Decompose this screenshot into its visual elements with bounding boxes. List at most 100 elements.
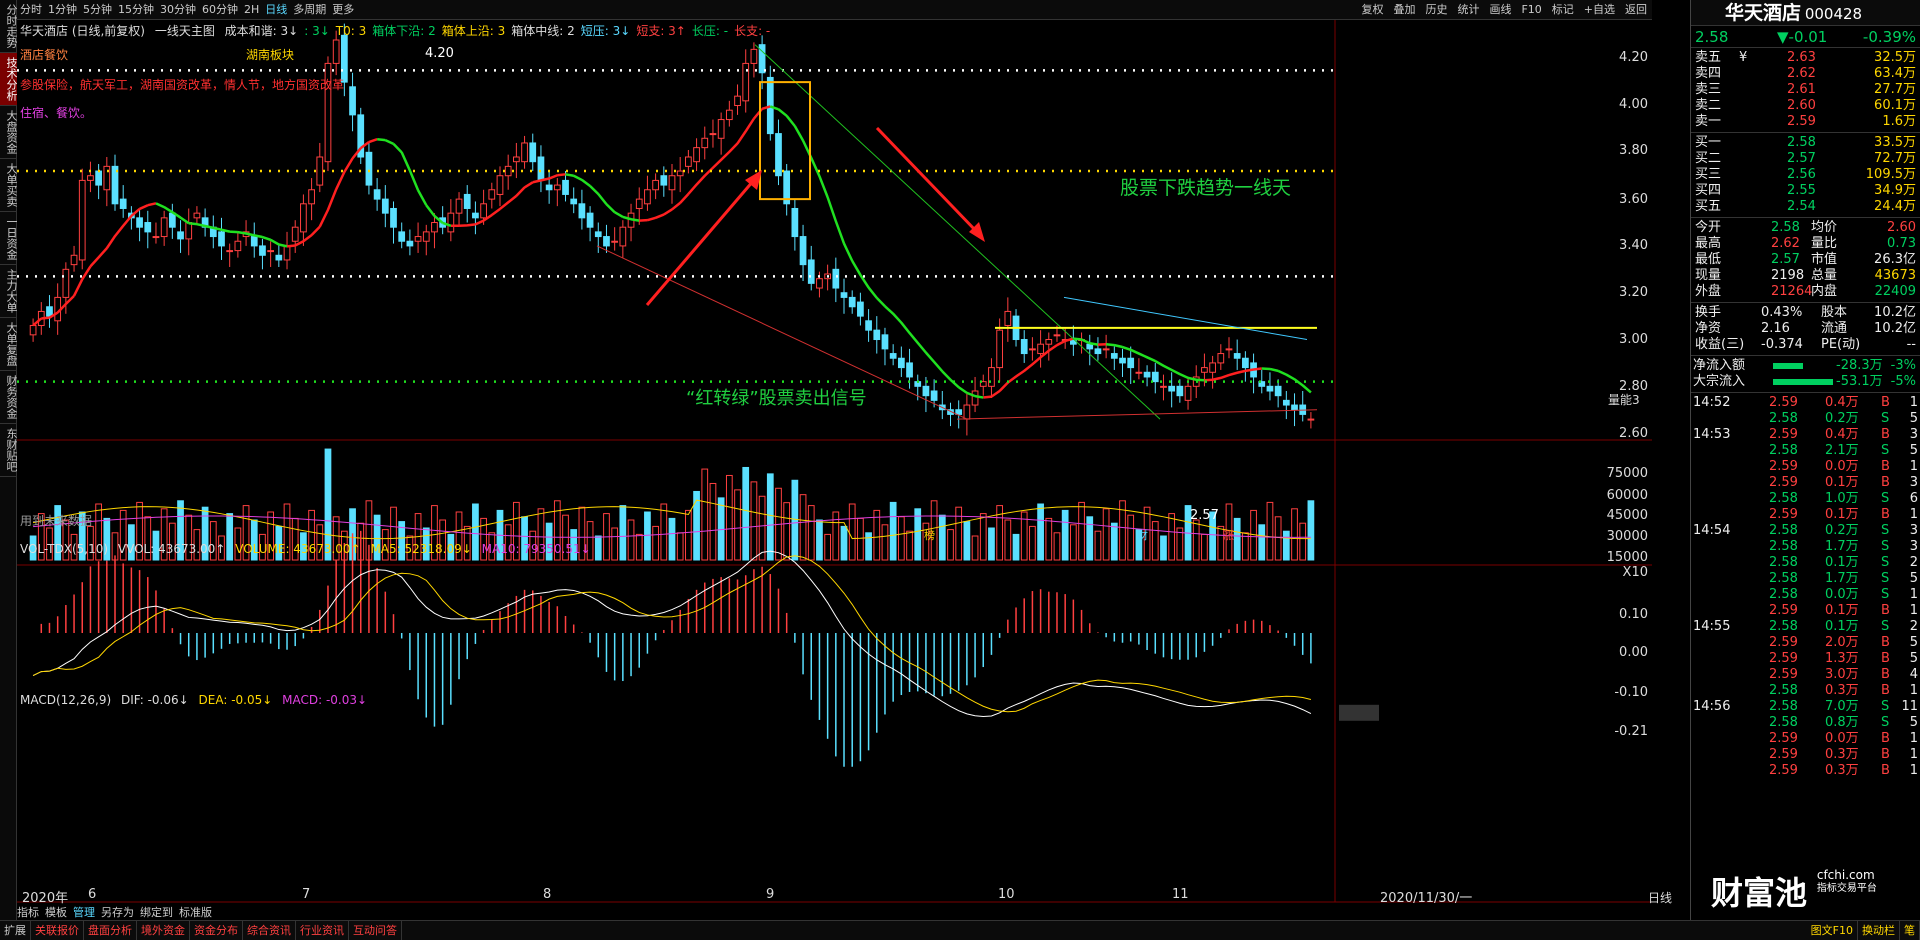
rail-item-4[interactable]: 一日资金: [0, 212, 18, 265]
top-action-5[interactable]: F10: [1521, 3, 1542, 16]
ask-row: 卖一 2.59 1.6万: [1691, 114, 1920, 130]
period-tab-1[interactable]: 1分钟: [48, 3, 77, 16]
period-tab-5[interactable]: 60分钟: [202, 3, 238, 16]
ma-line-down: [155, 105, 1312, 399]
tick-row: 2.58 1.7万 S 3: [1691, 539, 1920, 555]
rail-item-1[interactable]: 技术分析: [0, 53, 18, 106]
top-action-3[interactable]: 统计: [1457, 3, 1480, 16]
arrow-signal-head: [745, 170, 762, 190]
rail-item-5[interactable]: 主力大单: [0, 265, 18, 318]
candle-body: [316, 156, 324, 186]
tick-count: 1: [1909, 731, 1918, 746]
tool-5[interactable]: 标准版: [179, 906, 212, 919]
bottom-tab-0[interactable]: 扩展: [0, 921, 31, 940]
bottom-right-1[interactable]: 换动栏: [1858, 921, 1900, 940]
volume-bar: [644, 511, 651, 561]
volume-bar: [62, 519, 70, 561]
bottom-tab-1[interactable]: 关联报价: [31, 921, 84, 940]
candle-body: [1020, 339, 1028, 355]
tick-price: 2.58: [1769, 555, 1798, 570]
indicator-name[interactable]: 一线天主图: [154, 24, 215, 38]
tick-volume: 0.1万: [1825, 475, 1859, 490]
tick-count: 1: [1909, 603, 1918, 618]
tick-list[interactable]: 14:52 2.59 0.4万 B 1 2.58 0.2万 S 5 14:53 2.59 0.4万 B 3…: [1691, 393, 1920, 781]
period-tab-4[interactable]: 30分钟: [160, 3, 196, 16]
tool-4[interactable]: 绑定到: [140, 906, 173, 919]
rail-item-7[interactable]: 财务资金: [0, 371, 18, 424]
volume-bar: [218, 535, 225, 561]
bid-volume: 24.4万: [1874, 199, 1916, 214]
period-tab-6[interactable]: 2H: [244, 3, 260, 16]
tick-volume: 1.7万: [1825, 571, 1859, 586]
candle-body: [259, 245, 266, 256]
candle-body: [1004, 310, 1012, 326]
bottom-tab-3[interactable]: 境外资金: [137, 921, 190, 940]
rail-item-6[interactable]: 大单复盘: [0, 318, 18, 371]
legend-item-0: 成本和谐: 3↓: [224, 24, 299, 38]
rail-item-0[interactable]: 分时走势: [0, 0, 18, 53]
candle-body: [652, 179, 659, 191]
candle-body: [955, 409, 963, 415]
rail-item-2[interactable]: 大盘资金: [0, 106, 18, 159]
bottom-tab-6[interactable]: 行业资讯: [296, 921, 349, 940]
bottom-tab-7[interactable]: 互动问答: [349, 921, 402, 940]
marker-bang[interactable]: 榜: [924, 529, 935, 542]
candle-body: [447, 212, 455, 233]
tool-0[interactable]: 指标: [17, 906, 39, 919]
candle-body: [1037, 343, 1044, 355]
marker-cai[interactable]: 财: [1137, 529, 1148, 542]
period-tab-3[interactable]: 15分钟: [118, 3, 154, 16]
candle-body: [365, 151, 373, 186]
top-action-8[interactable]: 返回: [1625, 3, 1647, 16]
period-tab-9[interactable]: 更多: [332, 3, 355, 16]
candle-body: [218, 231, 225, 247]
tick-row: 2.59 2.0万 B 5: [1691, 635, 1920, 651]
top-action-1[interactable]: 叠加: [1393, 3, 1416, 16]
tick-side: S: [1881, 523, 1890, 538]
vol-name[interactable]: VOL-TDX(5,10): [20, 542, 109, 556]
candle-body: [693, 147, 700, 163]
kline-chart[interactable]: [17, 20, 1652, 920]
tick-row: 2.59 3.0万 B 4: [1691, 667, 1920, 683]
tool-3[interactable]: 另存为: [101, 906, 134, 919]
bid-label: 买五: [1695, 199, 1722, 214]
period-tab-8[interactable]: 多周期: [293, 3, 327, 16]
stat-value: 43673: [1874, 268, 1916, 283]
rail-item-8[interactable]: 东财贴吧: [0, 424, 18, 477]
bottom-tab-4[interactable]: 资金分布: [190, 921, 243, 940]
tool-1[interactable]: 模板: [45, 906, 67, 919]
macd-dea: DEA: -0.05↓: [198, 693, 273, 707]
top-action-7[interactable]: +自选: [1583, 3, 1615, 16]
marker-zhang[interactable]: 涨: [1223, 529, 1234, 542]
period-tag[interactable]: 日线: [1648, 891, 1673, 905]
x-label-1: 6: [88, 887, 97, 902]
macd-name[interactable]: MACD(12,26,9): [20, 693, 112, 707]
period-tab-0[interactable]: 分时: [20, 3, 42, 16]
top-action-6[interactable]: 标记: [1551, 3, 1574, 16]
tick-side: B: [1881, 667, 1890, 682]
volume-bar: [332, 516, 340, 561]
volume-bar: [799, 494, 807, 561]
tick-volume: 0.1万: [1825, 555, 1859, 570]
bottom-tab-5[interactable]: 综合资讯: [243, 921, 296, 940]
period-tab-2[interactable]: 5分钟: [83, 3, 112, 16]
rail-item-3[interactable]: 大单买卖: [0, 159, 18, 212]
bottom-right-0[interactable]: 图文F10: [1807, 921, 1858, 940]
period-tab-7[interactable]: 日线: [265, 3, 288, 16]
tool-2[interactable]: 管理: [73, 906, 95, 919]
ask-volume: 63.4万: [1874, 66, 1916, 81]
price-tick-7: 2.80: [1619, 379, 1648, 394]
top-action-2[interactable]: 历史: [1425, 3, 1448, 16]
top-action-4[interactable]: 画线: [1489, 3, 1512, 16]
bottom-tab-2[interactable]: 盘面分析: [84, 921, 137, 940]
legend-item-1: : 3↓: [304, 24, 330, 38]
bottom-right-2[interactable]: 笔: [1900, 921, 1920, 940]
candle-body: [521, 142, 528, 163]
tick-row: 2.59 0.1万 B 1: [1691, 507, 1920, 523]
tick-side: B: [1881, 427, 1890, 442]
trend-annotation: 股票下跌趋势一线天: [1120, 177, 1292, 199]
tick-price: 2.59: [1769, 395, 1798, 410]
top-action-0[interactable]: 复权: [1361, 3, 1384, 16]
volume-bar: [1282, 530, 1290, 561]
volume-bar: [103, 517, 111, 561]
